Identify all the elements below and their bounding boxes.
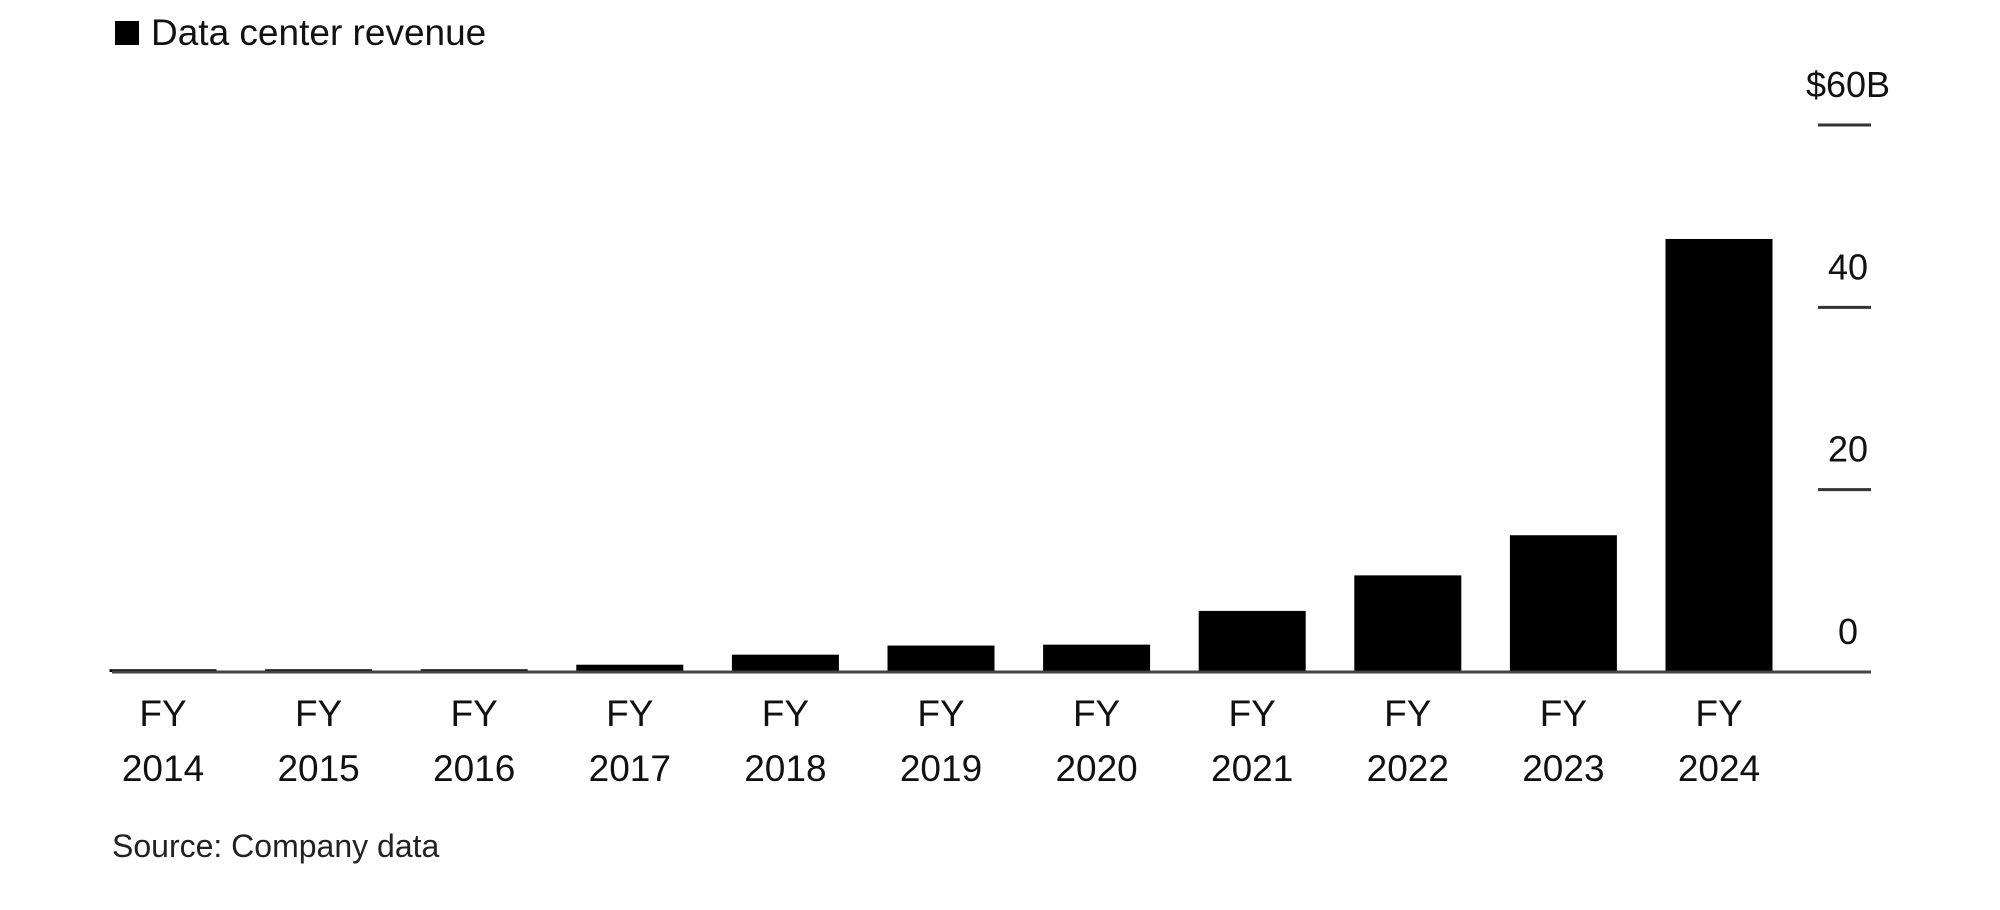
x-tick-label: FY 2020 [1055, 693, 1138, 789]
y-tick-label: 0 [1838, 611, 1858, 652]
source-note: Source: Company data [112, 828, 440, 864]
x-tick-label: FY 2014 [121, 693, 205, 789]
x-tick-label: FY 2023 [1522, 693, 1605, 789]
bar [1043, 644, 1151, 672]
y-tick-label: 20 [1828, 429, 1868, 470]
x-tick-label: FY 2018 [744, 693, 827, 789]
x-tick-label: FY 2015 [277, 693, 360, 789]
legend-swatch [115, 21, 139, 45]
bar [1354, 575, 1462, 672]
legend-label: Data center revenue [151, 12, 487, 53]
x-tick-label: FY 2024 [1677, 693, 1761, 789]
x-tick-label: FY 2021 [1211, 693, 1294, 789]
bar [1509, 535, 1617, 672]
x-tick-label: FY 2017 [588, 693, 671, 789]
legend: Data center revenue [115, 12, 486, 54]
bar [731, 654, 839, 672]
y-tick-label: 40 [1828, 246, 1868, 287]
bar [576, 664, 684, 672]
x-tick-label: FY 2016 [433, 693, 516, 789]
x-tick-label: FY 2019 [899, 693, 983, 789]
bar [1198, 610, 1306, 672]
bar [887, 645, 995, 672]
y-tick-label: $60B [1806, 64, 1890, 105]
x-tick-label: FY 2022 [1366, 693, 1449, 789]
bar [1665, 238, 1773, 673]
